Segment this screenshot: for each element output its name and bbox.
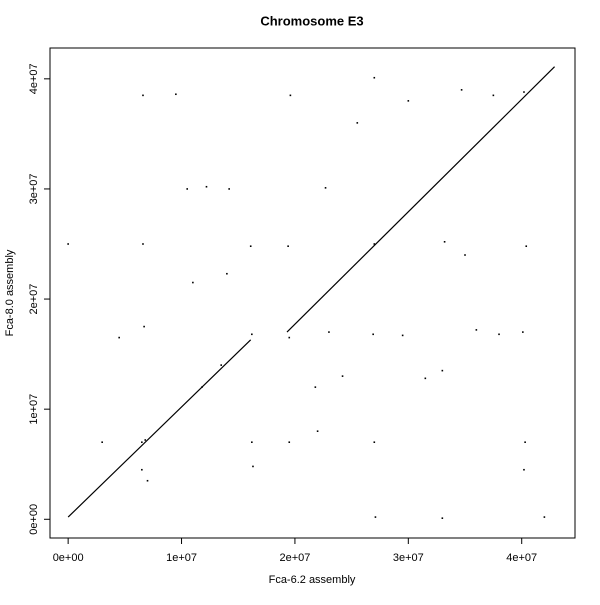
alignment-line xyxy=(67,339,252,518)
alignment-dot xyxy=(288,336,291,339)
alignment-dot xyxy=(492,94,495,97)
alignment-dot xyxy=(142,243,144,245)
alignment-dot xyxy=(226,272,228,275)
alignment-dot xyxy=(251,333,253,336)
alignment-dot xyxy=(144,439,147,441)
alignment-dot xyxy=(118,336,120,339)
alignment-dot xyxy=(251,441,253,444)
y-tick-label: 3e+07 xyxy=(28,173,40,204)
alignment-dot xyxy=(186,188,189,190)
alignment-dot xyxy=(192,281,194,284)
alignment-dot xyxy=(67,243,69,245)
alignment-dot xyxy=(441,517,444,519)
alignment-dot xyxy=(374,516,377,518)
alignment-dot xyxy=(175,93,177,96)
alignment-dot xyxy=(401,334,404,337)
alignment-dot xyxy=(407,100,410,102)
alignment-dot xyxy=(475,329,478,331)
alignment-dot xyxy=(498,333,500,336)
y-tick-label: 4e+07 xyxy=(28,63,40,94)
x-tick-label: 3e+07 xyxy=(393,552,424,564)
alignment-dot xyxy=(314,386,317,388)
x-tick-label: 0e+00 xyxy=(53,552,84,564)
alignment-dot xyxy=(141,468,143,471)
x-tick-label: 1e+07 xyxy=(166,552,197,564)
alignment-dot xyxy=(142,94,144,97)
plot-frame xyxy=(49,47,576,539)
alignment-dot xyxy=(373,441,376,444)
alignment-dot xyxy=(205,185,208,188)
alignment-dot xyxy=(443,240,446,243)
alignment-dot xyxy=(441,369,444,372)
alignment-dot xyxy=(525,245,528,248)
y-axis-label: Fca-8.0 assembly xyxy=(4,249,16,336)
alignment-dot xyxy=(356,122,359,124)
alignment-dot xyxy=(101,441,103,444)
alignment-dot xyxy=(522,331,524,333)
alignment-dot xyxy=(252,465,254,468)
alignment-dot xyxy=(201,386,203,388)
alignment-dot xyxy=(523,91,525,93)
x-tick-label: 4e+07 xyxy=(506,552,537,564)
x-tick-label: 2e+07 xyxy=(279,552,310,564)
alignment-dot xyxy=(249,245,252,248)
alignment-dot xyxy=(146,479,149,482)
alignment-dot xyxy=(464,254,466,256)
alignment-dot xyxy=(324,187,327,189)
alignment-dot xyxy=(287,245,289,248)
chart-title: Chromosome E3 xyxy=(260,13,363,28)
alignment-dot xyxy=(523,468,525,471)
alignment-dot xyxy=(328,331,330,333)
y-tick-label: 1e+07 xyxy=(28,394,40,425)
alignment-dot xyxy=(228,188,230,190)
alignment-dot xyxy=(524,441,526,444)
alignment-line xyxy=(286,66,556,333)
alignment-dot xyxy=(372,333,374,336)
alignment-dot xyxy=(288,441,291,444)
alignment-dot xyxy=(424,377,427,380)
alignment-dot xyxy=(543,516,546,518)
alignment-dot xyxy=(316,430,319,432)
alignment-dot xyxy=(460,89,463,91)
y-tick-label: 0e+00 xyxy=(28,504,40,535)
alignment-dot xyxy=(289,94,292,97)
alignment-dot xyxy=(373,243,376,245)
alignment-dot xyxy=(220,364,223,366)
x-axis-label: Fca-6.2 assembly xyxy=(269,574,356,586)
alignment-dot xyxy=(141,441,143,444)
alignment-dot xyxy=(373,76,376,79)
alignment-dot xyxy=(341,375,344,377)
y-tick-label: 2e+07 xyxy=(28,284,40,315)
alignment-dot xyxy=(143,325,145,328)
